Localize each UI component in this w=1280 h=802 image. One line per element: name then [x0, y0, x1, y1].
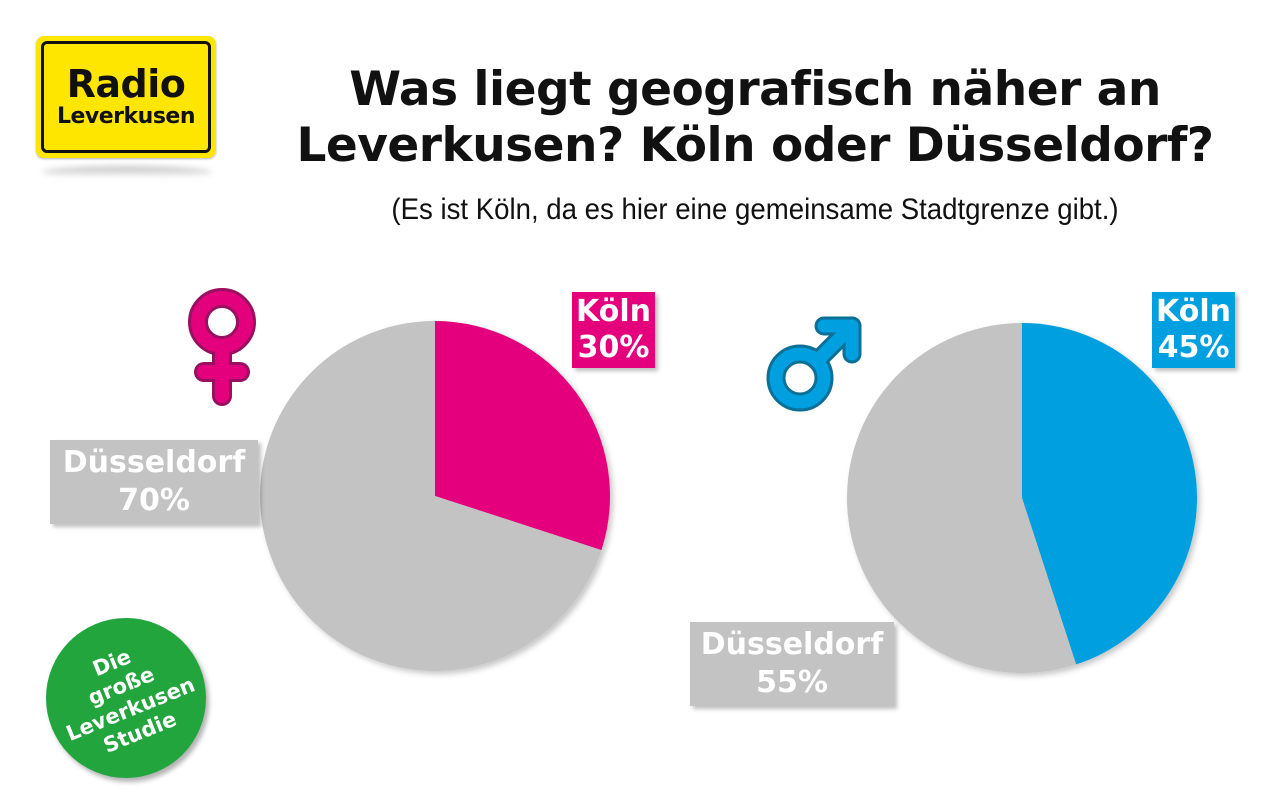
- page-title: Was liegt geografisch näher an Leverkuse…: [250, 62, 1260, 174]
- subtitle: (Es ist Köln, da es hier eine gemeinsame…: [391, 193, 1119, 226]
- pie-slice-koeln: [1022, 323, 1197, 665]
- pie-chart-female: [259, 321, 610, 671]
- label-female-koeln-value: 30%: [577, 330, 650, 365]
- radio-leverkusen-logo: Radio Leverkusen: [36, 36, 216, 158]
- title-line-1: Was liegt geografisch näher an: [349, 62, 1161, 117]
- label-female-duesseldorf: Düsseldorf 70%: [50, 440, 258, 524]
- female-symbol-icon: [188, 288, 256, 406]
- logo-shadow: [42, 166, 212, 178]
- label-male-koeln: Köln 45%: [1152, 292, 1235, 368]
- pie-slice-koeln: [435, 321, 610, 551]
- logo-text-leverkusen: Leverkusen: [56, 104, 196, 129]
- pie-slice-duesseldorf: [846, 323, 1077, 673]
- label-female-koeln: Köln 30%: [572, 292, 655, 368]
- label-male-koeln-value: 45%: [1157, 330, 1230, 365]
- label-male-duesseldorf-value: 55%: [756, 665, 828, 700]
- pie-chart-male: [846, 323, 1197, 673]
- label-female-duesseldorf-name: Düsseldorf: [62, 445, 246, 480]
- label-female-koeln-name: Köln: [576, 294, 651, 329]
- pie-slice-duesseldorf: [259, 321, 602, 671]
- label-male-duesseldorf-name: Düsseldorf: [700, 627, 884, 662]
- logo-text-radio: Radio: [66, 62, 186, 106]
- study-badge: Die große Leverkusen Studie: [46, 618, 206, 778]
- label-male-koeln-name: Köln: [1156, 294, 1231, 329]
- male-symbol-icon: [766, 316, 862, 412]
- logo-frame: Radio Leverkusen: [41, 41, 211, 153]
- title-line-2: Leverkusen? Köln oder Düsseldorf?: [296, 118, 1214, 173]
- label-male-duesseldorf: Düsseldorf 55%: [690, 622, 894, 706]
- label-female-duesseldorf-value: 70%: [118, 483, 190, 518]
